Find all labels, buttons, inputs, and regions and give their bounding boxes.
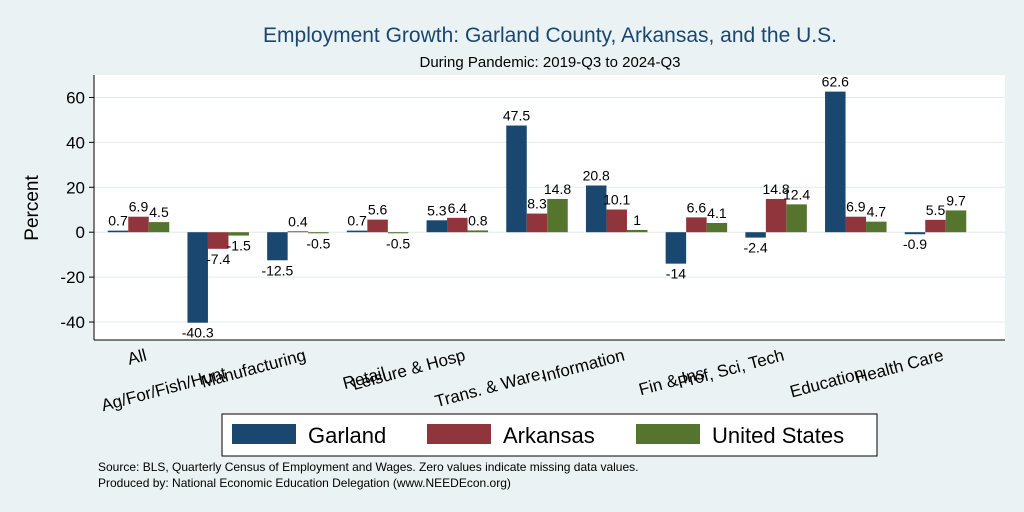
legend-label: Arkansas [503, 423, 595, 448]
bar-arkansas-4 [447, 217, 468, 233]
bar-garland-8 [745, 232, 766, 238]
category-label: Manufacturing [199, 346, 308, 392]
data-label: 1 [633, 212, 641, 228]
data-label: -0.5 [386, 235, 410, 251]
legend-box [221, 413, 878, 457]
bar-garland-3 [346, 230, 368, 233]
data-label: 47.5 [503, 108, 530, 124]
bar-united-states-6 [626, 229, 648, 233]
bar-garland-7 [665, 232, 687, 264]
legend-label: Garland [308, 423, 386, 448]
bar-garland-5 [506, 125, 527, 233]
category-label: All [125, 346, 148, 369]
y-tick-label: -40 [60, 313, 85, 332]
bar-garland-0 [107, 230, 129, 233]
data-label: -0.5 [306, 235, 330, 251]
data-label: 62.6 [822, 74, 849, 90]
bar-garland-2 [267, 232, 288, 261]
source-note: Source: BLS, Quarterly Census of Employm… [98, 460, 638, 474]
data-label: 5.3 [427, 202, 447, 218]
bar-united-states-4 [467, 230, 489, 233]
data-label: -0.9 [903, 236, 927, 252]
bar-united-states-3 [387, 232, 409, 234]
bar-garland-9 [825, 91, 846, 233]
bar-united-states-2 [308, 232, 329, 234]
bar-arkansas-1 [207, 232, 229, 249]
y-tick-label: 40 [66, 133, 85, 152]
bar-garland-4 [426, 220, 448, 233]
data-label: 4.5 [149, 204, 169, 220]
y-axis-title: Percent [22, 175, 43, 241]
category-label: Health Care [853, 346, 946, 388]
bar-garland-1 [187, 232, 208, 323]
legend-swatch-garland [232, 424, 296, 444]
bar-united-states-5 [547, 198, 568, 233]
bar-arkansas-9 [845, 216, 867, 233]
bar-united-states-0 [148, 222, 170, 233]
category-label: Trans. & Ware. [433, 364, 547, 412]
data-label: 5.5 [926, 202, 946, 218]
y-tick-label: 60 [66, 88, 85, 107]
data-label: 14.8 [544, 181, 571, 197]
bar-garland-10 [904, 232, 926, 235]
bar-united-states-9 [866, 221, 887, 233]
data-label: 0.8 [468, 212, 488, 228]
data-label: 0.4 [288, 213, 308, 229]
bar-garland-6 [585, 185, 607, 233]
data-label: -14 [666, 266, 686, 282]
data-label: 4.1 [707, 205, 727, 221]
data-label: 6.4 [448, 200, 468, 216]
bar-united-states-7 [706, 222, 728, 233]
bar-arkansas-10 [925, 219, 946, 233]
bar-united-states-8 [786, 204, 807, 233]
data-label: 20.8 [583, 167, 610, 183]
bar-arkansas-6 [606, 209, 627, 233]
legend-label: United States [712, 423, 844, 448]
y-tick-label: 20 [66, 178, 85, 197]
data-label: -2.4 [744, 240, 768, 256]
data-label: 0.7 [108, 213, 128, 229]
data-label: 14.8 [762, 181, 789, 197]
data-label: -1.5 [227, 238, 251, 254]
data-label: 6.9 [129, 199, 149, 215]
data-label: 0.7 [347, 213, 367, 229]
bar-arkansas-8 [765, 198, 787, 233]
bar-arkansas-2 [287, 231, 309, 233]
data-label: -7.4 [206, 251, 230, 267]
data-label: -40.3 [182, 325, 214, 341]
bar-arkansas-0 [128, 216, 149, 233]
y-tick-label: -20 [60, 268, 85, 287]
chart-title: Employment Growth: Garland County, Arkan… [263, 24, 837, 47]
legend-swatch-united-states [636, 424, 700, 444]
category-label: Information [540, 346, 627, 386]
data-label: 5.6 [368, 202, 388, 218]
data-label: 9.7 [946, 192, 966, 208]
data-label: 8.3 [527, 196, 547, 212]
data-label: 12.4 [783, 186, 810, 202]
data-label: 10.1 [603, 192, 630, 208]
data-label: 6.9 [846, 199, 866, 215]
bar-united-states-10 [945, 210, 967, 233]
data-label: 6.6 [687, 199, 707, 215]
bar-arkansas-3 [367, 219, 388, 233]
bar-united-states-1 [228, 232, 249, 236]
data-label: -12.5 [261, 262, 293, 278]
data-label: 4.7 [867, 204, 887, 220]
y-tick-label: 0 [76, 223, 85, 242]
category-label: Prof, Sci, Tech [676, 346, 786, 393]
chart-subtitle: During Pandemic: 2019-Q3 to 2024-Q3 [420, 54, 681, 71]
bar-arkansas-7 [686, 217, 707, 233]
produced-note: Produced by: National Economic Education… [98, 476, 511, 490]
bar-arkansas-5 [526, 213, 548, 233]
legend-swatch-arkansas [427, 424, 491, 444]
